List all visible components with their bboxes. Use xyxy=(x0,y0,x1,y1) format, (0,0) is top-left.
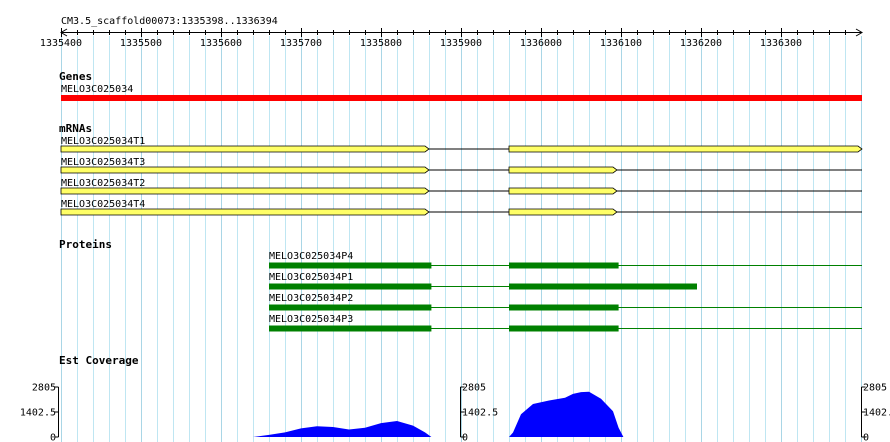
est-coverage-track: 2805 1402.5 0 2805 1402.5 0 2805 1402.5 0 xyxy=(20,383,890,442)
ruler-tick-label: 1335500 xyxy=(120,38,162,49)
ruler-tick-label: 1336300 xyxy=(760,38,802,49)
track-title-genes: Genes xyxy=(59,70,92,83)
region-label: CM3.5_scaffold00073:1335398..1336394 xyxy=(61,16,278,27)
protein-block[interactable] xyxy=(269,304,432,311)
ruler-tick-label: 1335800 xyxy=(360,38,402,49)
proteins-track: MELO3C025034P4 MELO3C025034P1 MELO3C025034… xyxy=(269,251,862,332)
coverage-axis-label: 0 xyxy=(863,433,869,442)
mrna-label: MELO3C025034T2 xyxy=(61,178,145,189)
mrna-exon-arrow[interactable] xyxy=(508,208,618,216)
mrna-label: MELO3C025034T3 xyxy=(61,157,145,168)
track-title-mrnas: mRNAs xyxy=(59,122,92,135)
protein-label: MELO3C025034P3 xyxy=(269,314,353,325)
coordinate-ruler[interactable]: 1335400 1335500 1335600 1335700 1335800 13359… xyxy=(40,28,863,49)
mrna-exon-arrow[interactable] xyxy=(508,145,863,153)
protein-label: MELO3C025034P4 xyxy=(269,251,353,262)
protein-block[interactable] xyxy=(509,325,619,332)
mrna-exon[interactable] xyxy=(60,145,430,153)
grid-lines xyxy=(61,36,862,442)
genes-track: MELO3C025034 xyxy=(61,84,862,101)
protein-block[interactable] xyxy=(509,262,619,269)
ruler-tick-label: 1335700 xyxy=(280,38,322,49)
gene-feature[interactable] xyxy=(61,95,862,101)
track-title-proteins: Proteins xyxy=(59,238,112,251)
protein-block[interactable] xyxy=(269,325,432,332)
protein-block[interactable] xyxy=(269,283,432,290)
protein-block[interactable] xyxy=(509,304,619,311)
gene-label: MELO3C025034 xyxy=(61,84,133,95)
ruler-tick-label: 1336000 xyxy=(520,38,562,49)
ruler-tick-label: 1336100 xyxy=(600,38,642,49)
coverage-axis-label: 1402.5 xyxy=(863,408,890,419)
ruler-tick-label: 1335400 xyxy=(40,38,82,49)
coverage-axis-label: 2805 xyxy=(462,383,486,394)
ruler-tick-label: 1335900 xyxy=(440,38,482,49)
coverage-axis-label: 1402.5 xyxy=(20,408,56,419)
ruler-right-arrow-icon xyxy=(855,28,863,37)
mrna-exon-arrow[interactable] xyxy=(508,187,618,195)
protein-label: MELO3C025034P1 xyxy=(269,272,353,283)
mrna-exon-arrow[interactable] xyxy=(508,166,618,174)
mrna-exon[interactable] xyxy=(60,187,430,195)
ruler-tick-label: 1336200 xyxy=(680,38,722,49)
mrna-exon[interactable] xyxy=(60,166,430,174)
coverage-axis-label: 0 xyxy=(462,433,468,442)
coverage-axis-label: 2805 xyxy=(863,383,887,394)
ruler-tick-label: 1335600 xyxy=(200,38,242,49)
coverage-area[interactable] xyxy=(253,391,624,437)
protein-block[interactable] xyxy=(269,262,432,269)
protein-label: MELO3C025034P2 xyxy=(269,293,353,304)
coverage-axis-label: 0 xyxy=(50,433,56,442)
coverage-axis-label: 2805 xyxy=(32,383,56,394)
mrna-label: MELO3C025034T1 xyxy=(61,136,145,147)
mrnas-track: MELO3C025034T1 MELO3C025034T3 MELO3C025034… xyxy=(60,136,863,216)
protein-block[interactable] xyxy=(509,283,697,290)
track-title-est-coverage: Est Coverage xyxy=(59,354,139,367)
coverage-axis-label: 1402.5 xyxy=(462,408,498,419)
mrna-exon[interactable] xyxy=(60,208,430,216)
mrna-label: MELO3C025034T4 xyxy=(61,199,145,210)
